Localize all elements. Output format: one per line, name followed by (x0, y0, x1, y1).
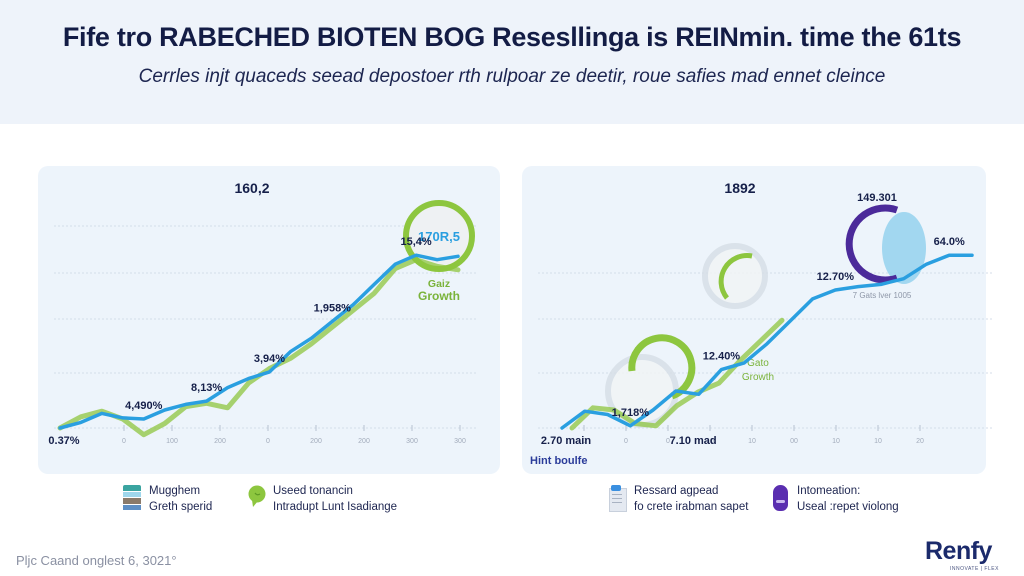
x-tick-label: 10 (748, 438, 756, 445)
growth-label: Gato (747, 358, 769, 369)
blue-blob (882, 212, 926, 284)
data-label: 0.37% (48, 435, 79, 447)
footer-date: Pljc Caand onglest 6, 3021° (16, 553, 177, 568)
x-tick-label: 200 (358, 438, 370, 445)
green-arc (718, 253, 753, 300)
legend-label: Useed tonancin (273, 485, 353, 497)
data-label: 7.10 mad (670, 435, 717, 447)
x-tick-label: 0 (624, 438, 628, 445)
axis-note: Hint boulfe (530, 455, 587, 467)
data-label: 4,490% (125, 400, 163, 412)
series-line-secondary (569, 317, 785, 431)
chat-bubble-icon (247, 485, 266, 511)
legend-item-right-1: Ressard agpead fo crete irabman sapet (608, 483, 748, 515)
chart-title: 1892 (724, 180, 755, 196)
data-label: 1,958% (314, 302, 352, 314)
layered-stack-icon (123, 485, 141, 511)
growth-label: Growth (418, 289, 460, 303)
data-label: 12.70% (817, 271, 855, 283)
data-label: 64.0% (934, 236, 965, 248)
series-line-primary (560, 253, 974, 430)
growth-value: 170R,5 (418, 229, 460, 244)
series-line-primary (58, 253, 460, 430)
x-tick-label: 10 (874, 438, 882, 445)
x-tick-label: 10 (706, 438, 714, 445)
x-tick-label: 200 (214, 438, 226, 445)
data-label: 1,718% (612, 407, 650, 419)
header-band: Fife tro RABECHED BIOTEN BOG Resesllinga… (0, 0, 1024, 124)
growth-label: Gaiz (428, 278, 450, 290)
green-arc (628, 334, 696, 400)
brand-logo: Renfy (925, 537, 992, 565)
x-tick-label: 00 (790, 438, 798, 445)
page-subtitle: Cerrles injt quaceds seead depostoer rth… (138, 66, 886, 87)
legend-label: Intomeation: (797, 485, 861, 497)
chart-card-left: 160,2 0 100 200 0 200 200 300 300 170R,5 Gaiz Growt… (38, 166, 500, 474)
x-tick-label: 200 (310, 438, 322, 445)
data-label: 8,13% (191, 382, 222, 394)
callout-value: 149.301 (857, 192, 897, 204)
callout-note: 7 Gats lver 1005 (853, 291, 912, 300)
legend-description: Intradupt Lunt Isadiange (273, 501, 398, 513)
x-tick-label: 0 (266, 438, 270, 445)
data-label: 15,4% (401, 236, 432, 248)
growth-label: Growth (742, 372, 774, 383)
x-tick-label: 0 (122, 438, 126, 445)
document-icon (608, 485, 627, 512)
brand-tagline: INNOVATE | FLEX (950, 566, 999, 572)
page-title: Fife tro RABECHED BIOTEN BOG Resesllinga… (62, 22, 962, 52)
x-tick-label: 20 (916, 438, 924, 445)
chart-card-right: 1892 0 0 0 10 10 00 10 10 20 149.301 7 Gats lver 10… (522, 166, 992, 474)
deco-ring (702, 243, 768, 309)
series-line-secondary (57, 257, 461, 438)
legend-label: Mugghem (149, 485, 201, 497)
data-label: 2.70 main (541, 435, 591, 447)
purple-capsule-icon (771, 485, 789, 511)
purple-ring (845, 204, 899, 284)
legend-item-right-2: Intomeation: Useal :repet violong (771, 483, 899, 515)
legend-item-left-1: Mugghem Greth sperid (123, 483, 212, 515)
data-label: 12.40% (703, 351, 741, 363)
line-chart-left: 160,2 0 100 200 0 200 200 300 300 170R,5 GaizGrowt… (48, 180, 478, 447)
legend-description: fo crete irabman sapet (634, 501, 749, 513)
data-label: 3,94% (254, 353, 285, 365)
chart-title: 160,2 (234, 180, 269, 196)
x-tick-label: 100 (166, 438, 178, 445)
x-tick-label: 300 (454, 438, 466, 445)
x-tick-label: 10 (832, 438, 840, 445)
legend-description: Useal :repet violong (797, 501, 899, 513)
x-tick-label: 0 (582, 438, 586, 445)
legend-item-left-2: Useed tonancin Intradupt Lunt Isadiange (247, 483, 397, 515)
legend-description: Greth sperid (149, 501, 213, 513)
x-tick-label: 0 (666, 438, 670, 445)
x-tick-label: 300 (406, 438, 418, 445)
legend-label: Ressard agpead (634, 485, 719, 497)
